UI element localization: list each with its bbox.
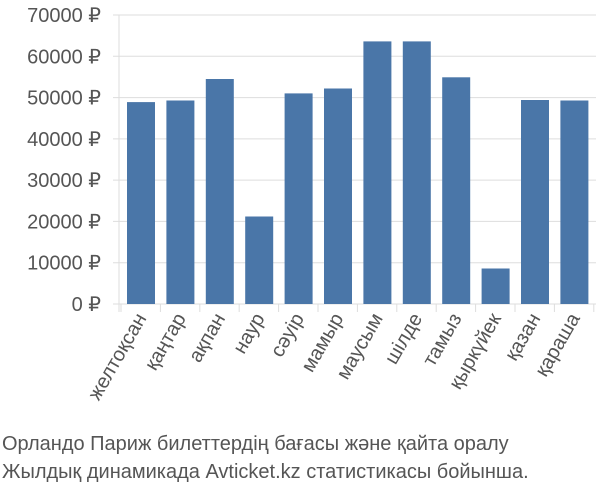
bar-8 xyxy=(442,77,471,304)
bar-3 xyxy=(245,216,274,304)
x-tick-label: ақпан xyxy=(185,310,230,367)
y-tick-label: 50000 ₽ xyxy=(27,88,101,110)
bar-0 xyxy=(127,102,155,304)
bar-9 xyxy=(481,268,510,304)
y-tick-label: 10000 ₽ xyxy=(27,253,101,275)
y-tick-label: 40000 ₽ xyxy=(27,129,101,151)
y-tick-label: 0 ₽ xyxy=(72,294,102,316)
bar-7 xyxy=(402,41,431,305)
x-tick-label: сәуір xyxy=(267,310,309,361)
bar-11 xyxy=(560,100,589,304)
bar-chart: 0 ₽ 10000 ₽ 20000 ₽ 30000 ₽ 40000 ₽ 50000 ₽ 60… xyxy=(27,5,596,405)
y-tick-label: 30000 ₽ xyxy=(27,170,101,192)
bar-2 xyxy=(205,79,234,304)
chart-caption-line-2: Жылдық динамикада Avticket.kz статистика… xyxy=(2,461,529,483)
chart-caption-line-1: Орландо Париж билеттердің бағасы және қа… xyxy=(2,433,509,455)
x-tick-label: наур xyxy=(229,310,269,358)
y-tick-label: 20000 ₽ xyxy=(27,211,101,233)
bar-6 xyxy=(363,41,392,305)
bar-4 xyxy=(284,93,313,305)
y-tick-label: 60000 ₽ xyxy=(27,46,101,68)
bar-5 xyxy=(324,88,352,304)
x-tick-label: желтоқсан xyxy=(84,310,151,405)
bar-1 xyxy=(166,100,195,304)
bar-10 xyxy=(521,100,549,304)
y-tick-label: 70000 ₽ xyxy=(27,5,101,27)
